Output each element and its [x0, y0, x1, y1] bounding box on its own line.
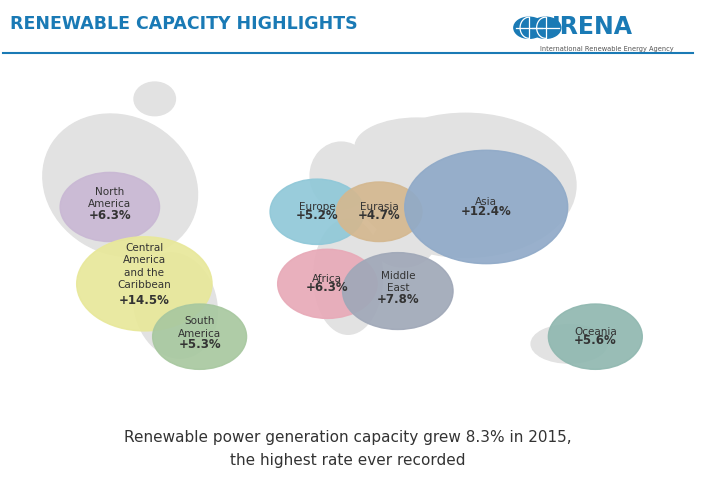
Text: Oceania: Oceania	[574, 327, 617, 337]
Circle shape	[343, 253, 453, 330]
Text: Eurasia: Eurasia	[360, 202, 399, 212]
Text: Central
America
and the
Caribbean: Central America and the Caribbean	[118, 243, 171, 290]
Circle shape	[549, 304, 642, 369]
Text: IRENA: IRENA	[552, 15, 633, 39]
Ellipse shape	[310, 142, 372, 209]
Ellipse shape	[134, 82, 176, 116]
Circle shape	[514, 17, 544, 38]
Ellipse shape	[134, 253, 217, 358]
Text: International Renewable Energy Agency: International Renewable Energy Agency	[540, 46, 674, 52]
Ellipse shape	[355, 118, 479, 176]
Text: +4.7%: +4.7%	[358, 209, 401, 223]
Text: +5.6%: +5.6%	[574, 334, 617, 347]
Text: +6.3%: +6.3%	[306, 281, 348, 295]
Text: the highest rate ever recorded: the highest rate ever recorded	[230, 452, 466, 468]
Text: +5.2%: +5.2%	[296, 209, 338, 223]
Text: Europe: Europe	[299, 202, 336, 212]
Text: +5.3%: +5.3%	[178, 338, 221, 351]
Text: RENEWABLE CAPACITY HIGHLIGHTS: RENEWABLE CAPACITY HIGHLIGHTS	[10, 15, 358, 33]
Circle shape	[76, 237, 212, 331]
Ellipse shape	[372, 219, 435, 267]
Ellipse shape	[42, 114, 198, 257]
Ellipse shape	[355, 113, 576, 258]
Circle shape	[270, 179, 364, 244]
Circle shape	[60, 173, 159, 242]
Ellipse shape	[531, 325, 607, 363]
Text: Middle
East: Middle East	[381, 271, 415, 293]
Text: Asia: Asia	[475, 197, 497, 207]
Text: +12.4%: +12.4%	[461, 205, 512, 218]
Text: Africa: Africa	[312, 274, 343, 284]
Text: South
America: South America	[178, 316, 221, 339]
Text: +14.5%: +14.5%	[119, 294, 170, 307]
Circle shape	[278, 249, 377, 318]
Circle shape	[336, 182, 422, 242]
Ellipse shape	[314, 219, 382, 334]
Text: +6.3%: +6.3%	[88, 208, 131, 222]
Text: +7.8%: +7.8%	[377, 293, 419, 306]
Circle shape	[153, 304, 246, 369]
Circle shape	[530, 17, 561, 38]
Text: North
America: North America	[88, 187, 132, 209]
Circle shape	[405, 150, 568, 264]
Text: Renewable power generation capacity grew 8.3% in 2015,: Renewable power generation capacity grew…	[125, 430, 572, 445]
